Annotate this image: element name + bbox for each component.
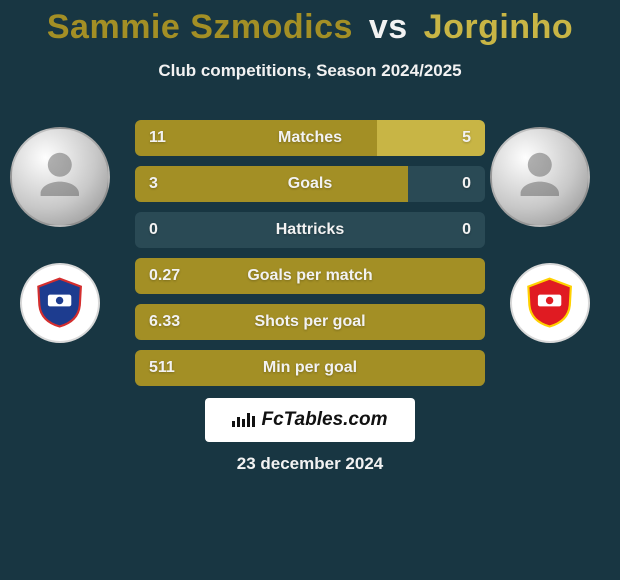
title-player1: Sammie Szmodics xyxy=(47,8,353,46)
stat-value-left: 6.33 xyxy=(135,304,194,340)
stat-row: 0 0Hattricks xyxy=(135,212,485,248)
stat-row: 6.33Shots per goal xyxy=(135,304,485,340)
stat-value-right: 0 xyxy=(448,212,485,248)
stat-bar-left xyxy=(135,166,408,202)
person-icon xyxy=(511,148,569,206)
subtitle: Club competitions, Season 2024/2025 xyxy=(0,61,620,81)
stat-row: 115Matches xyxy=(135,120,485,156)
stat-row: 30Goals xyxy=(135,166,485,202)
ipswich-town-badge xyxy=(20,263,100,343)
player2-avatar xyxy=(490,127,590,227)
page-title: Sammie Szmodics vs Jorginho xyxy=(0,0,620,47)
stat-row: 0.27Goals per match xyxy=(135,258,485,294)
stat-value-left: 0.27 xyxy=(135,258,194,294)
arsenal-badge xyxy=(510,263,590,343)
stat-value-right: 0 xyxy=(448,166,485,202)
snapshot-date: 23 december 2024 xyxy=(0,454,620,474)
title-player2: Jorginho xyxy=(424,8,573,46)
branding-badge: FcTables.com xyxy=(205,398,415,442)
person-icon xyxy=(31,148,89,206)
stat-value-right: 5 xyxy=(448,120,485,156)
stat-value-left: 11 xyxy=(135,120,180,156)
stat-value-left: 0 xyxy=(135,212,172,248)
stats-bars: 115Matches30Goals00Hattricks0.27Goals pe… xyxy=(135,120,485,396)
stat-value-left: 3 xyxy=(135,166,172,202)
stat-label: Hattricks xyxy=(135,212,485,248)
comparison-card: Sammie Szmodics vs Jorginho Club competi… xyxy=(0,0,620,580)
stat-row: 511Min per goal xyxy=(135,350,485,386)
branding-text: FcTables.com xyxy=(261,409,387,431)
fctables-logo-icon xyxy=(232,413,255,427)
stat-value-left: 511 xyxy=(135,350,189,386)
player1-avatar xyxy=(10,127,110,227)
title-vs: vs xyxy=(369,8,408,46)
